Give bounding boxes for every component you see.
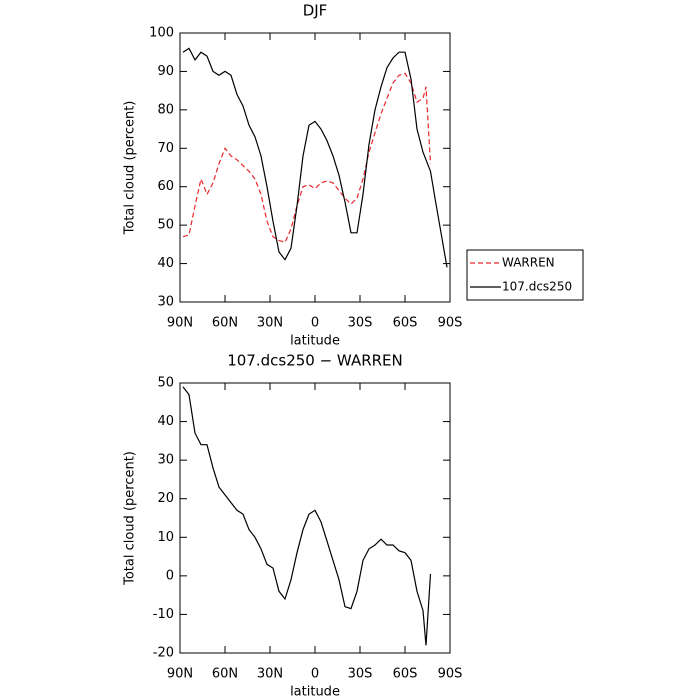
- series-line: [182, 47, 448, 268]
- y-tick-label: 30: [157, 295, 174, 310]
- y-tick-label: 100: [149, 26, 174, 41]
- y-tick-label: -10: [153, 607, 174, 622]
- x-tick-label: 30S: [348, 667, 373, 682]
- x-tick-label: 30N: [257, 316, 283, 331]
- legend-label: WARREN: [502, 256, 555, 270]
- y-tick-label: 30: [157, 453, 174, 468]
- y-tick-label: 40: [157, 256, 174, 271]
- x-axis-label: latitude: [290, 334, 340, 349]
- y-tick-label: 60: [157, 179, 174, 194]
- chart-title: DJF: [303, 2, 328, 20]
- y-tick-label: -20: [153, 646, 174, 661]
- y-tick-label: 40: [157, 414, 174, 429]
- x-tick-label: 60N: [212, 667, 238, 682]
- legend-label: 107.dcs250: [502, 280, 572, 294]
- y-axis-label: Total cloud (percent): [123, 451, 138, 586]
- y-tick-label: 20: [157, 491, 174, 506]
- y-tick-label: 10: [157, 530, 174, 545]
- x-tick-label: 90S: [438, 316, 463, 331]
- chart-title: 107.dcs250 − WARREN: [227, 352, 403, 370]
- x-tick-label: 60S: [393, 316, 418, 331]
- y-tick-label: 80: [157, 102, 174, 117]
- x-tick-label: 90N: [167, 316, 193, 331]
- x-tick-label: 30S: [348, 316, 373, 331]
- y-tick-label: 50: [157, 376, 174, 391]
- y-tick-label: 90: [157, 64, 174, 79]
- x-axis-label: latitude: [290, 685, 340, 700]
- x-tick-label: 0: [311, 667, 319, 682]
- series-line: [182, 72, 432, 244]
- y-axis-label: Total cloud (percent): [123, 101, 138, 236]
- legend-box: [466, 249, 584, 301]
- y-tick-label: 0: [166, 568, 174, 583]
- plot-frame: [179, 382, 451, 654]
- x-tick-label: 60N: [212, 316, 238, 331]
- x-tick-label: 30N: [257, 667, 283, 682]
- x-tick-label: 60S: [393, 667, 418, 682]
- x-tick-label: 90S: [438, 667, 463, 682]
- x-tick-label: 90N: [167, 667, 193, 682]
- series-line: [182, 386, 432, 646]
- y-tick-label: 70: [157, 141, 174, 156]
- y-tick-label: 50: [157, 218, 174, 233]
- x-tick-label: 0: [311, 316, 319, 331]
